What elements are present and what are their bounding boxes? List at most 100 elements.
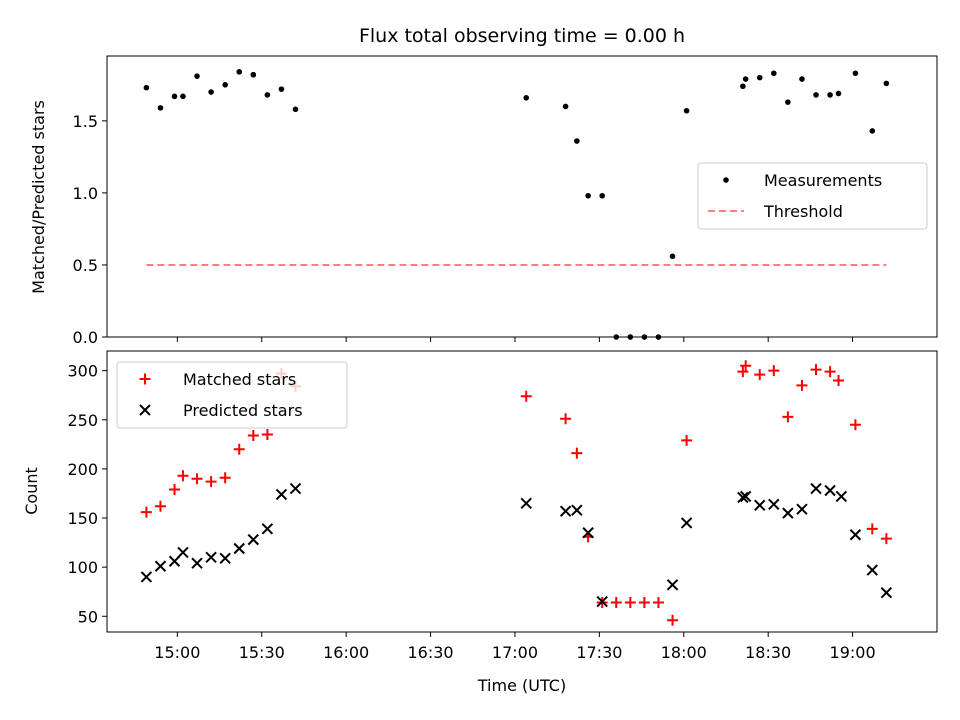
data-point <box>154 560 167 572</box>
data-point <box>785 99 791 105</box>
data-point <box>169 484 181 496</box>
data-point <box>655 334 662 340</box>
x-tick-label: 17:30 <box>576 643 622 662</box>
data-point <box>191 557 203 569</box>
data-point <box>523 94 530 101</box>
data-point <box>205 551 217 564</box>
legend-frame <box>116 361 348 429</box>
y-tick-label: 250 <box>67 411 98 430</box>
data-point <box>222 82 228 88</box>
legend-frame <box>697 162 928 230</box>
x-tick-label: 18:00 <box>661 643 707 662</box>
legend-label: Measurements <box>764 171 882 190</box>
data-point <box>191 473 203 485</box>
data-point <box>140 571 153 583</box>
data-point <box>140 506 152 518</box>
data-point <box>624 597 636 609</box>
data-point <box>849 419 861 431</box>
series-matched-stars <box>140 360 892 626</box>
data-point <box>669 253 676 260</box>
data-point <box>810 364 822 376</box>
data-point <box>667 614 679 626</box>
legend-label: Matched stars <box>183 370 296 389</box>
data-point <box>849 529 862 541</box>
data-point <box>559 505 572 517</box>
y-tick-label: 1.0 <box>73 184 98 203</box>
data-point <box>796 379 808 391</box>
data-point <box>866 564 878 576</box>
panel-1-frame <box>106 350 938 633</box>
data-point <box>219 552 231 565</box>
data-point <box>143 84 150 91</box>
data-point <box>264 92 271 98</box>
y-tick-label: 0.0 <box>73 328 98 347</box>
y-tick-label: 1.5 <box>73 112 98 131</box>
data-point <box>520 497 532 509</box>
x-tick-label: 16:30 <box>408 643 454 662</box>
data-point <box>810 482 822 495</box>
data-point <box>627 334 634 340</box>
data-point <box>866 523 878 535</box>
data-point <box>275 488 288 501</box>
data-point <box>236 69 243 75</box>
data-point <box>681 434 693 446</box>
x-tick-label: 18:30 <box>745 643 791 662</box>
y-tick-label: 150 <box>67 509 98 528</box>
data-point <box>754 499 766 511</box>
y-tick-label: 300 <box>67 362 98 381</box>
x-tick-label: 17:00 <box>492 643 538 662</box>
panel-1-legend: Matched stars Predicted stars <box>116 361 348 429</box>
x-tick-label: 16:00 <box>323 643 369 662</box>
data-point <box>168 555 181 567</box>
data-point <box>610 597 622 609</box>
data-point <box>613 334 620 340</box>
y-tick-label: 100 <box>67 558 98 577</box>
data-point <box>782 411 794 423</box>
data-point <box>782 507 794 519</box>
data-point <box>292 106 299 113</box>
data-point <box>247 429 259 441</box>
panel-0-legend: Measurements Threshold <box>697 162 928 230</box>
data-point <box>250 71 257 78</box>
data-point <box>756 74 763 81</box>
data-point <box>205 476 217 488</box>
data-point <box>813 92 819 98</box>
legend-swatch <box>139 404 151 416</box>
series-predicted-stars <box>140 482 893 608</box>
count-panel-y-label: Count <box>22 467 41 515</box>
data-point <box>666 579 679 591</box>
legend-swatch <box>139 373 151 385</box>
data-point <box>652 597 664 609</box>
count-panel: Count 50 100 150 200 250 300 15:00 15:30 16:00 16… <box>22 350 938 662</box>
y-tick-label: 50 <box>78 607 98 626</box>
ratio-panel: Matched/Predicted stars 0.0 0.5 1.0 1.5 Meas… <box>29 55 938 347</box>
data-point <box>739 490 752 503</box>
legend-swatch <box>723 177 729 183</box>
data-point <box>596 595 608 608</box>
data-point <box>869 128 876 134</box>
panel-0-frame <box>106 55 938 338</box>
data-point <box>154 500 166 512</box>
data-point <box>247 533 260 546</box>
x-axis-label: Time (UTC) <box>477 676 566 695</box>
data-point <box>599 192 605 199</box>
data-point <box>835 90 842 97</box>
data-point <box>796 503 808 515</box>
data-point <box>157 105 164 111</box>
data-point <box>571 447 583 459</box>
data-point <box>768 498 780 510</box>
data-point <box>582 527 594 539</box>
data-point <box>833 374 845 386</box>
data-point <box>180 93 186 100</box>
data-point <box>771 70 777 77</box>
data-point <box>278 86 285 92</box>
legend-label: Threshold <box>763 202 843 221</box>
x-tick-label: 19:00 <box>830 643 876 662</box>
data-point <box>289 482 302 495</box>
data-point <box>827 92 833 98</box>
x-tick-label: 15:30 <box>239 643 285 662</box>
data-point <box>737 491 749 504</box>
data-point <box>799 76 805 82</box>
data-point <box>571 504 583 516</box>
